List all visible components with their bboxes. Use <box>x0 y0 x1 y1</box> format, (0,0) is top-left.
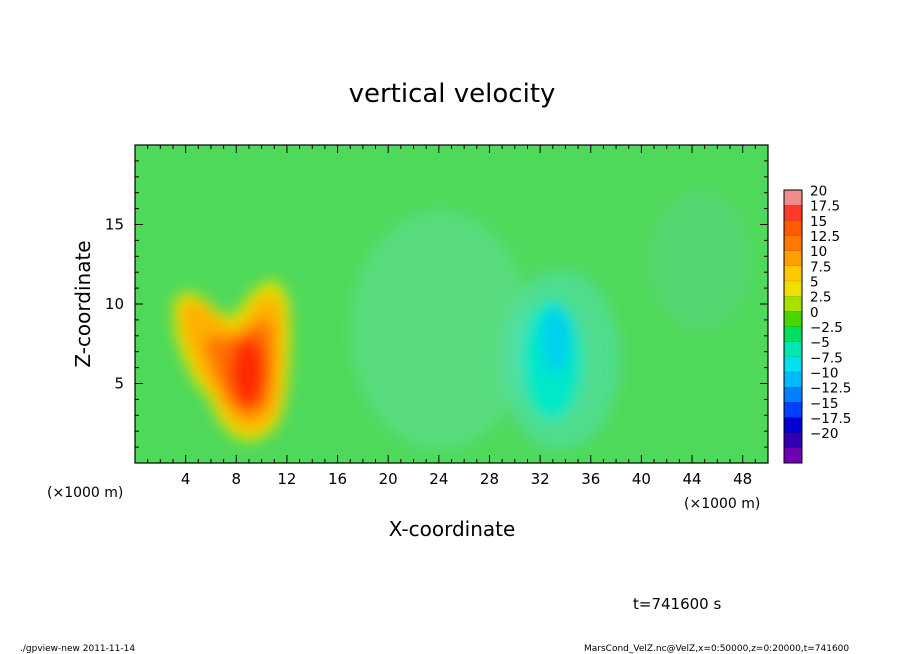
colorbar-label: 7.5 <box>810 259 831 275</box>
colorbar-swatch <box>784 190 802 206</box>
colorbar-label: −5 <box>810 335 830 351</box>
chart-title: vertical velocity <box>349 79 556 109</box>
footer-right: MarsCond_VelZ.nc@VelZ,x=0:50000,z=0:2000… <box>584 644 849 654</box>
x-tick-label: 4 <box>181 470 191 488</box>
colorbar-label: 10 <box>810 244 827 260</box>
heatmap-field <box>135 145 768 463</box>
colorbar-swatch <box>784 220 802 236</box>
footer-left: ./gpview-new 2011-11-14 <box>20 644 135 654</box>
x-tick-label: 8 <box>232 470 242 488</box>
colorbar-label: −7.5 <box>810 350 843 366</box>
colorbar-swatch <box>784 402 802 418</box>
colorbar-label: −12.5 <box>810 381 851 397</box>
colorbar-swatch <box>784 447 802 464</box>
y-tick-label: 15 <box>105 216 124 234</box>
x-tick-label: 32 <box>531 470 550 488</box>
updraft-core <box>230 337 266 407</box>
y-tick-label: 10 <box>105 295 124 313</box>
colorbar-label: 5 <box>810 275 819 291</box>
colorbar-swatch <box>784 417 802 434</box>
x-tick-label: 16 <box>328 470 347 488</box>
colorbar-label: −10 <box>810 366 839 382</box>
colorbar-label: 17.5 <box>810 199 840 215</box>
colorbar-swatch <box>784 265 802 282</box>
colorbar-label: 0 <box>810 305 819 321</box>
colorbar-label: −20 <box>810 426 839 442</box>
x-tick-label: 28 <box>480 470 499 488</box>
x-tick-label: 12 <box>277 470 296 488</box>
colorbar-label: −17.5 <box>810 411 851 427</box>
downdraft-contour-inner <box>542 306 570 374</box>
colorbar-swatch <box>784 356 802 373</box>
colorbar-swatch <box>784 311 802 327</box>
x-tick-label: 36 <box>581 470 600 488</box>
colorbar-frame <box>783 189 803 464</box>
time-annotation: t=741600 s <box>633 595 721 613</box>
x-unit-right: (×1000 m) <box>684 496 760 512</box>
colorbar-label: −2.5 <box>810 320 843 336</box>
x-tick-label: 48 <box>733 470 752 488</box>
x-unit-left: (×1000 m) <box>47 485 123 501</box>
x-axis-label: X-coordinate <box>389 517 516 541</box>
colorbar-swatch <box>784 296 802 312</box>
colorbar-swatch <box>784 205 802 221</box>
colorbar: 2017.51512.5107.552.50−2.5−5−7.5−10−12.5… <box>783 184 851 464</box>
colorbar-label: 20 <box>810 184 827 200</box>
colorbar-swatch <box>784 326 802 343</box>
colorbar-swatch <box>784 281 802 297</box>
colorbar-label: 2.5 <box>810 290 831 306</box>
colorbar-swatch <box>784 432 802 449</box>
colorbar-swatch <box>784 387 802 403</box>
colorbar-label: 15 <box>810 214 827 230</box>
y-tick-label: 5 <box>114 375 124 393</box>
x-tick-label: 24 <box>429 470 448 488</box>
x-tick-label: 44 <box>682 470 701 488</box>
y-axis-label: Z-coordinate <box>71 240 95 367</box>
colorbar-swatch <box>784 235 802 252</box>
colorbar-label: −15 <box>810 396 839 412</box>
colorbar-swatch <box>784 250 802 267</box>
colorbar-swatch <box>784 372 802 388</box>
colorbar-label: 12.5 <box>810 229 840 245</box>
x-tick-label: 20 <box>379 470 398 488</box>
colorbar-swatch <box>784 341 802 358</box>
x-tick-label: 40 <box>632 470 651 488</box>
